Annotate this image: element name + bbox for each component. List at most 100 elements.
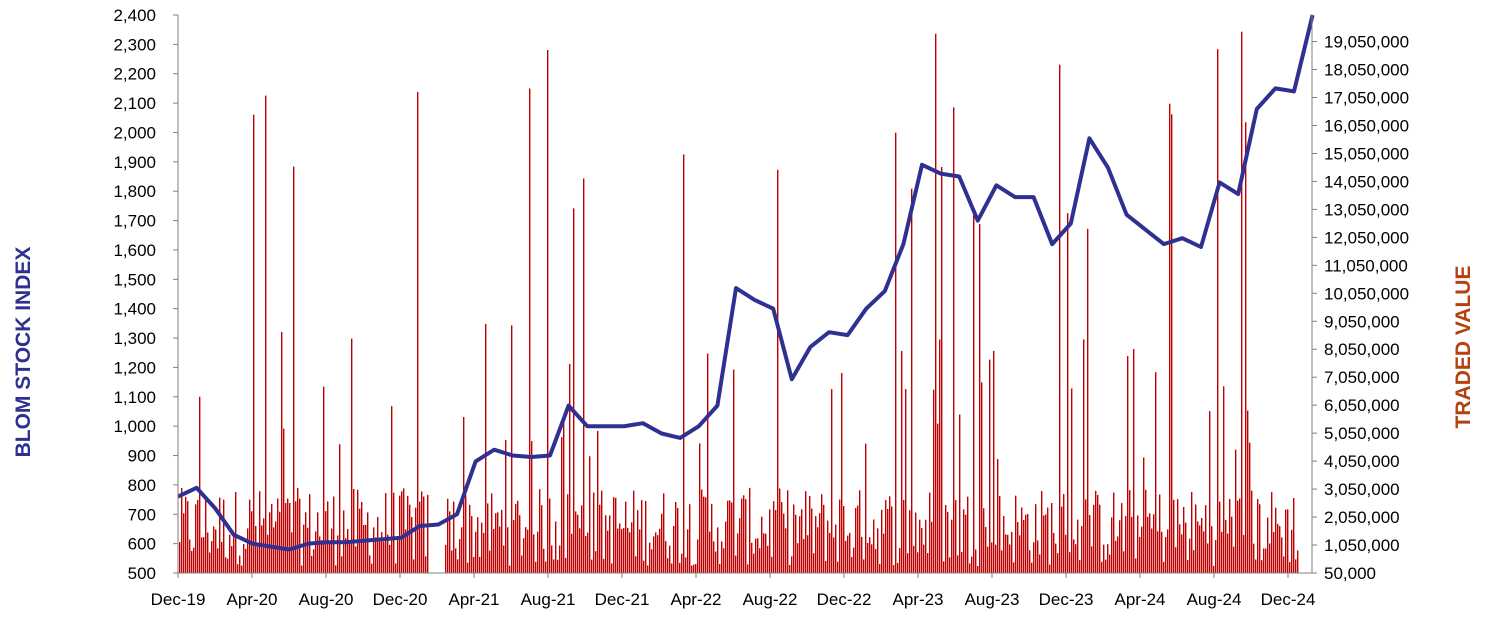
traded-value-bar: [723, 548, 724, 573]
traded-value-bar: [1217, 49, 1218, 573]
traded-value-bar: [1285, 510, 1286, 573]
traded-value-bar: [611, 564, 612, 573]
right-tick-label: 17,050,000: [1324, 89, 1409, 108]
traded-value-bar: [539, 489, 540, 573]
traded-value-bar: [941, 167, 942, 573]
traded-value-bar: [743, 495, 744, 573]
traded-value-bar: [655, 532, 656, 573]
left-tick-label: 2,000: [113, 123, 156, 142]
traded-value-bar: [923, 545, 924, 573]
traded-value-bar: [683, 154, 684, 573]
right-tick-label: 2,050,000: [1324, 508, 1400, 527]
traded-value-bar: [585, 536, 586, 573]
traded-value-bars: [179, 32, 1298, 573]
traded-value-bar: [643, 561, 644, 573]
traded-value-bar: [537, 532, 538, 573]
left-tick-label: 1,100: [113, 388, 156, 407]
traded-value-bar: [603, 559, 604, 573]
traded-value-bar: [581, 505, 582, 573]
traded-value-bar: [559, 546, 560, 573]
traded-value-bar: [841, 373, 842, 573]
traded-value-bar: [619, 523, 620, 573]
traded-value-bar: [563, 423, 564, 573]
traded-value-bar: [549, 499, 550, 573]
traded-value-bar: [913, 546, 914, 573]
traded-value-bar: [513, 520, 514, 573]
traded-value-bar: [1103, 545, 1104, 573]
traded-value-bar: [1267, 518, 1268, 573]
x-tick-label: Aug-23: [965, 590, 1020, 609]
traded-value-bar: [355, 546, 356, 573]
traded-value-bar: [1151, 528, 1152, 573]
traded-value-bar: [627, 528, 628, 573]
traded-value-bar: [725, 522, 726, 573]
traded-value-bar: [1033, 542, 1034, 573]
traded-value-bar: [1127, 356, 1128, 573]
traded-value-bar: [523, 538, 524, 573]
traded-value-bar: [821, 494, 822, 573]
traded-value-bar: [607, 531, 608, 573]
traded-value-bar: [379, 539, 380, 573]
traded-value-bar: [261, 525, 262, 573]
traded-value-bar: [253, 115, 254, 573]
traded-value-bar: [979, 224, 980, 573]
traded-value-bar: [1205, 505, 1206, 573]
traded-value-bar: [1269, 544, 1270, 573]
traded-value-bar: [801, 509, 802, 573]
traded-value-bar: [307, 528, 308, 573]
traded-value-bar: [1063, 494, 1064, 573]
right-tick-label: 3,050,000: [1324, 480, 1400, 499]
traded-value-bar: [1193, 550, 1194, 573]
traded-value-bar: [1077, 520, 1078, 573]
left-tick-label: 900: [128, 447, 156, 466]
traded-value-bar: [193, 548, 194, 573]
traded-value-bar: [201, 537, 202, 573]
traded-value-bar: [219, 498, 220, 573]
traded-value-bar: [805, 491, 806, 573]
traded-value-bar: [329, 541, 330, 573]
traded-value-bar: [1015, 496, 1016, 573]
traded-value-bar: [471, 516, 472, 573]
traded-value-bar: [309, 494, 310, 573]
traded-value-bar: [781, 502, 782, 573]
traded-value-bar: [1003, 516, 1004, 573]
traded-value-bar: [503, 546, 504, 573]
right-tick-label: 13,050,000: [1324, 200, 1409, 219]
traded-value-bar: [415, 508, 416, 573]
traded-value-bar: [1291, 530, 1292, 573]
x-tick-label: Apr-20: [226, 590, 277, 609]
traded-value-bar: [1055, 544, 1056, 573]
traded-value-bar: [1067, 213, 1068, 573]
traded-value-bar: [667, 558, 668, 573]
traded-value-bar: [455, 548, 456, 573]
traded-value-bar: [519, 515, 520, 573]
traded-value-bar: [1051, 503, 1052, 573]
traded-value-bar: [589, 456, 590, 573]
traded-value-bar: [779, 488, 780, 573]
traded-value-bar: [867, 543, 868, 573]
traded-value-bar: [255, 526, 256, 573]
traded-value-bar: [623, 528, 624, 573]
traded-value-bar: [1179, 524, 1180, 573]
traded-value-bar: [1167, 529, 1168, 573]
traded-value-bar: [483, 533, 484, 573]
traded-value-bar: [1183, 507, 1184, 573]
traded-value-bar: [897, 563, 898, 573]
left-tick-label: 800: [128, 476, 156, 495]
traded-value-bar: [775, 510, 776, 573]
traded-value-bar: [495, 513, 496, 573]
traded-value-bar: [1275, 508, 1276, 573]
traded-value-bar: [1201, 518, 1202, 573]
traded-value-bar: [1283, 556, 1284, 573]
x-tick-label: Dec-22: [817, 590, 872, 609]
traded-value-bar: [633, 491, 634, 573]
traded-value-bar: [1187, 560, 1188, 573]
traded-value-bar: [1089, 515, 1090, 573]
traded-value-bar: [1065, 535, 1066, 573]
traded-value-bar: [1279, 526, 1280, 573]
traded-value-bar: [1271, 492, 1272, 573]
traded-value-bar: [545, 562, 546, 573]
traded-value-bar: [871, 544, 872, 573]
traded-value-bar: [973, 215, 974, 573]
